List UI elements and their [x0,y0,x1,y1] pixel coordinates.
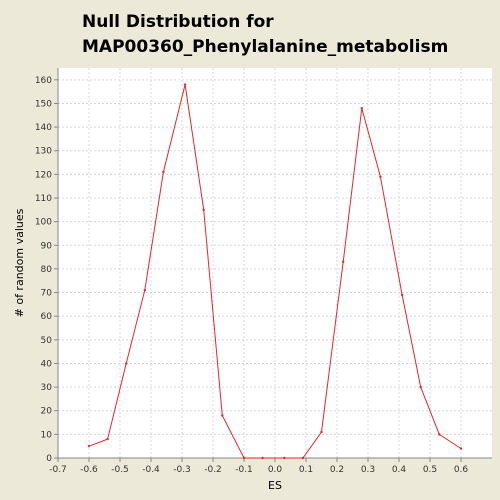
y-tick-label: 60 [41,312,53,322]
data-point [125,362,128,365]
series-layer [87,83,463,460]
y-tick-label: 70 [41,289,53,299]
data-point [183,83,187,86]
data-point [342,260,345,264]
y-tick-label: 80 [41,265,53,275]
x-tick-label: 0.1 [299,465,313,475]
x-tick-label: 0.4 [392,465,407,475]
y-tick-label: 120 [35,170,52,180]
x-tick-label: 0.2 [330,465,344,475]
data-point [221,414,224,417]
data-point [261,456,264,460]
data-point [320,430,323,434]
data-point [419,385,422,389]
y-tick-label: 20 [41,407,53,417]
y-tick-label: 50 [41,336,53,346]
y-tick-label: 30 [41,383,53,393]
data-point [438,433,441,436]
y-tick-label: 160 [35,76,52,86]
data-point [143,288,146,292]
y-tick-label: 40 [41,359,53,369]
x-tick-label: 0.5 [423,465,437,475]
x-tick-label: 0.0 [268,465,283,475]
data-point [459,447,463,450]
data-point [400,293,404,297]
y-tick-label: 110 [35,194,52,204]
x-tick-label: -0.2 [204,465,222,475]
x-tick-label: 0.6 [454,465,469,475]
plot-area [58,68,492,458]
data-point [202,208,205,212]
data-point [360,106,363,110]
y-tick-label: 130 [35,147,52,157]
y-tick-label: 0 [46,454,52,464]
data-point [242,456,246,460]
data-point [379,175,382,178]
series-line [88,84,462,459]
x-axis-label: ES [268,479,282,492]
ticks-layer: -0.7 -0.6 -0.5 -0.4 -0.3 -0.2 -0.1 0.0 0.1 0.2 0.3… [35,76,469,475]
x-tick-label: -0.1 [235,465,253,475]
data-point [283,456,286,460]
y-tick-label: 100 [35,218,52,228]
y-tick-label: 10 [41,430,53,440]
y-tick-label: 140 [35,123,52,133]
data-point [301,456,305,460]
chart-title-line-2: MAP00360_Phenylalanine_metabolism [82,37,448,57]
data-point [106,437,109,441]
chart-title-line-1: Null Distribution for [82,12,274,32]
x-tick-label: -0.3 [173,465,191,475]
x-tick-label: 0.3 [361,465,375,475]
y-tick-label: 90 [41,241,53,251]
x-tick-label: -0.5 [111,465,129,475]
x-tick-label: -0.7 [49,465,67,475]
x-tick-label: -0.4 [142,465,160,475]
y-tick-label: 150 [35,99,52,109]
y-axis-label: # of random values [13,208,26,317]
data-point [87,444,91,448]
data-point [162,170,165,174]
x-tick-label: -0.6 [80,465,98,475]
